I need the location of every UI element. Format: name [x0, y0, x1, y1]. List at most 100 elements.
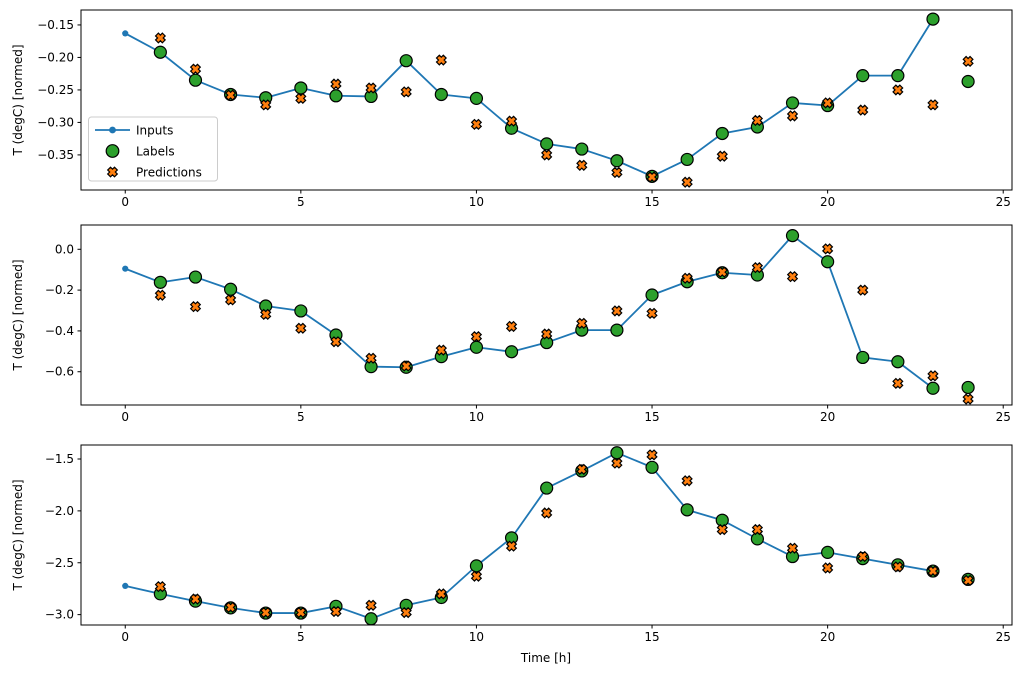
predictions-marker [505, 320, 518, 333]
labels-marker [504, 531, 519, 545]
predictions-marker [189, 300, 202, 313]
labels-marker [926, 12, 940, 26]
predictions-marker [646, 307, 658, 320]
predictions-marker [470, 330, 483, 343]
legend-predictions-marker-sample [106, 166, 119, 178]
predictions-marker [224, 89, 237, 101]
predictions-marker [786, 110, 799, 122]
subplot-1: 0 5 10 15 20 25 −0.15 −0.20 −0.25 −0.30 −0.35 T (de… [11, 9, 1013, 209]
y-tick-label: −0.25 [37, 83, 74, 97]
legend: Inputs Labels Predictions [88, 116, 218, 182]
labels-marker [680, 503, 694, 517]
x-tick-label: 20 [820, 630, 835, 644]
x-tick-label: 5 [297, 195, 305, 209]
labels-marker [329, 89, 343, 103]
predictions-marker [681, 272, 693, 284]
labels-marker [399, 54, 413, 68]
predictions-marker [857, 104, 869, 116]
plot-border [80, 444, 1013, 626]
predictions-marker [821, 562, 834, 574]
y-tick-label: −0.30 [37, 115, 74, 129]
predictions-marker [892, 561, 904, 573]
predictions-marker [751, 523, 764, 536]
labels-marker [259, 299, 273, 313]
labels-marker [540, 481, 554, 495]
labels-marker [891, 355, 905, 369]
legend-inputs-dot-sample [109, 126, 116, 134]
labels-marker [224, 282, 238, 296]
predictions-marker [716, 266, 728, 278]
y-tick-label: −2.5 [45, 556, 74, 570]
inputs-dot-marker [122, 30, 129, 37]
predictions-marker [541, 149, 553, 161]
y-axis-title: T (degC) [normed] [11, 259, 25, 371]
predictions-marker [365, 599, 377, 611]
predictions-marker [154, 580, 167, 593]
labels-marker [785, 96, 800, 110]
legend-item-label: Inputs [136, 124, 173, 138]
labels-marker [961, 74, 975, 89]
legend-item-label: Labels [136, 145, 175, 159]
x-tick-label: 0 [121, 630, 129, 644]
y-tick-label: −1.5 [45, 452, 74, 466]
labels-marker [188, 73, 203, 87]
x-tick-label: 20 [820, 410, 835, 424]
labels-marker [504, 345, 519, 359]
labels-marker [294, 304, 308, 318]
inputs-dot-marker [122, 582, 129, 589]
predictions-marker [786, 270, 799, 283]
x-tick-label: 25 [996, 630, 1011, 644]
predictions-marker [576, 317, 588, 330]
x-axis-title: Time [h] [520, 651, 571, 665]
y-tick-label: −0.6 [45, 365, 74, 379]
predictions-marker [154, 289, 167, 301]
labels-marker [540, 335, 554, 350]
labels-marker [680, 152, 694, 167]
labels-marker [856, 350, 870, 365]
predictions-marker [646, 171, 658, 183]
predictions-marker [189, 593, 202, 605]
labels-marker [821, 255, 835, 269]
x-tick-label: 10 [469, 630, 484, 644]
predictions-marker [154, 32, 167, 44]
legend-item-label: Predictions [136, 166, 202, 180]
labels-marker [645, 288, 659, 302]
labels-marker [575, 142, 589, 156]
predictions-marker [400, 86, 412, 98]
x-tick-label: 25 [996, 410, 1011, 424]
subplot-2: 0 5 10 15 20 25 0.0 −0.2 −0.4 −0.6 T (degC) [norme… [11, 224, 1013, 424]
labels-marker [364, 89, 378, 104]
predictions-marker [541, 328, 553, 340]
predictions-marker [962, 55, 974, 67]
predictions-marker [224, 294, 237, 306]
y-axis: −1.5 −2.0 −2.5 −3.0 [45, 452, 81, 622]
predictions-marker [821, 97, 834, 109]
x-tick-label: 15 [644, 410, 659, 424]
inputs-line [124, 234, 934, 389]
labels-marker [153, 275, 167, 289]
labels-marker [610, 323, 624, 337]
x-tick-label: 25 [996, 195, 1011, 209]
y-tick-label: −2.0 [45, 504, 74, 518]
predictions-marker [927, 565, 939, 577]
plot-border [80, 9, 1013, 191]
predictions-marker [927, 99, 939, 111]
predictions-marker [365, 82, 377, 94]
predictions-marker [435, 588, 447, 600]
predictions-marker [681, 475, 693, 487]
predictions-marker [681, 176, 693, 188]
predictions-marker [611, 166, 623, 179]
labels-marker [715, 513, 729, 527]
predictions-marker [786, 542, 799, 554]
predictions-marker [400, 606, 412, 619]
x-tick-label: 0 [121, 410, 129, 424]
x-tick-label: 20 [820, 195, 835, 209]
predictions-marker [470, 570, 483, 582]
y-tick-label: −0.2 [45, 283, 74, 297]
x-tick-label: 10 [469, 195, 484, 209]
legend-box [88, 116, 218, 182]
x-tick-label: 15 [644, 630, 659, 644]
labels-marker [750, 532, 764, 546]
predictions-marker [857, 550, 869, 563]
y-tick-label: −0.4 [45, 324, 74, 338]
